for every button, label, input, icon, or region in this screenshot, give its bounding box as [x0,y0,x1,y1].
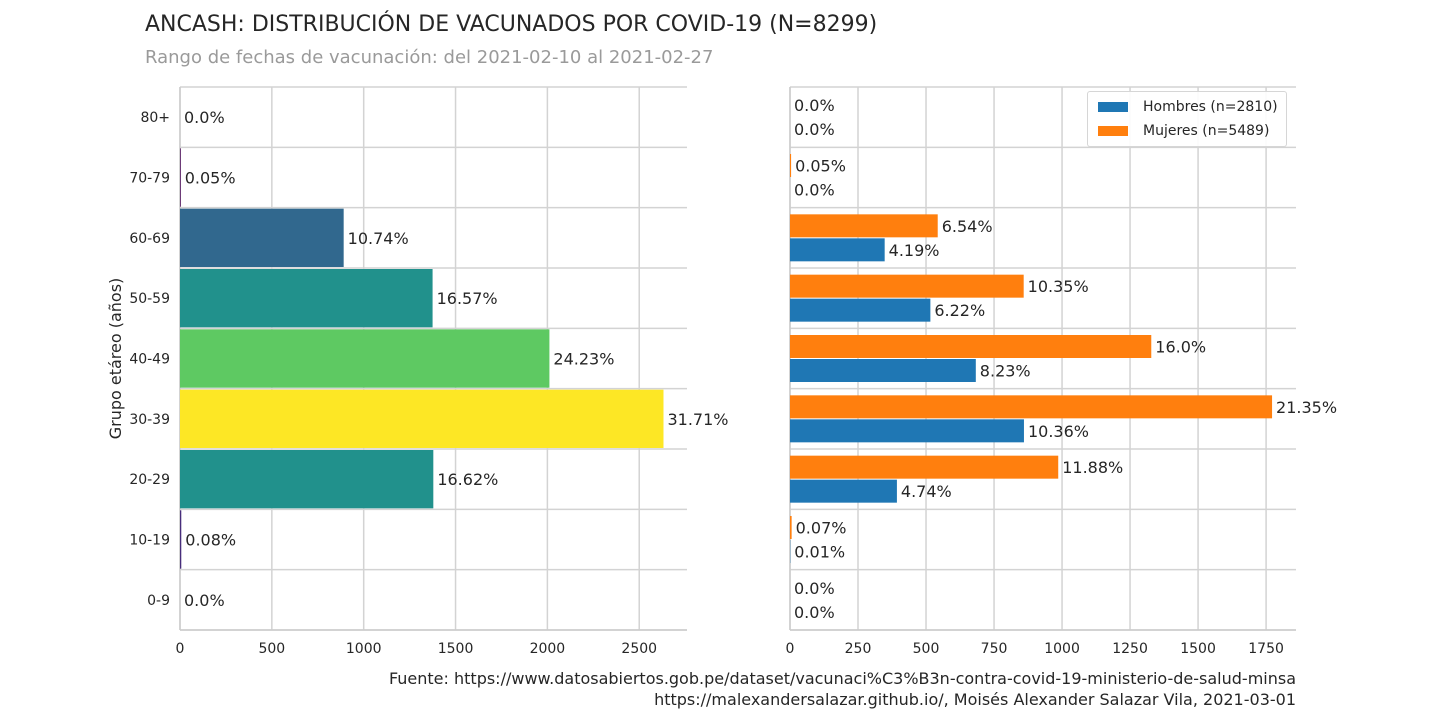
bar-hombres [790,419,1024,443]
bar-mujeres [790,455,1059,479]
x-tick-label: 1000 [1044,641,1080,657]
data-label-mujeres: 0.05% [795,157,846,176]
y-tick-label: 40-49 [129,352,170,368]
data-label-total: 10.74% [348,229,409,248]
data-label-total: 0.0% [184,591,225,610]
x-tick-label: 500 [258,641,285,657]
bar-hombres [790,479,897,503]
data-label-mujeres: 21.35% [1276,398,1337,417]
bar-mujeres [790,516,792,539]
data-label-hombres: 10.36% [1028,422,1089,441]
y-tick-label: 50-59 [129,291,170,307]
chart-subtitle: Rango de fechas de vacunación: del 2021-… [145,47,714,68]
data-label-total: 24.23% [553,350,614,369]
x-tick-label: 2000 [530,641,566,657]
x-tick-label: 250 [845,641,872,657]
bar-total [180,510,182,569]
x-tick-label: 1750 [1248,641,1284,657]
x-tick-label: 1500 [438,641,474,657]
data-label-hombres: 0.01% [794,543,845,562]
y-tick-label: 80+ [140,110,170,126]
y-axis-label: Grupo etáreo (años) [106,278,125,440]
x-tick-label: 1000 [346,641,382,657]
x-tick-label: 0 [176,641,185,657]
chart-title: ANCASH: DISTRIBUCIÓN DE VACUNADOS POR CO… [145,12,878,37]
legend-item-mujeres: Mujeres (n=5489) [1098,121,1269,141]
y-tick-label: 70-79 [129,171,170,187]
data-label-mujeres: 11.88% [1062,458,1123,477]
data-label-total: 31.71% [667,410,728,429]
bar-hombres [790,359,976,382]
x-tick-label: 1250 [1112,641,1148,657]
data-label-hombres: 4.74% [901,482,952,501]
x-tick-label: 0 [786,641,795,657]
data-label-hombres: 4.19% [889,241,940,260]
data-label-hombres: 6.22% [934,301,985,320]
legend-label-mujeres: Mujeres (n=5489) [1143,123,1270,139]
bar-total [180,329,550,388]
data-label-mujeres: 6.54% [942,217,993,236]
y-tick-label: 10-19 [129,533,170,549]
data-label-hombres: 0.0% [794,120,835,139]
x-tick-label: 750 [981,641,1008,657]
data-label-hombres: 0.0% [794,603,835,622]
left-panel-total: 0 500 1000 1500 2000 2500 0-9 0.0% 10-19 0.08% 20-… [106,86,729,657]
bar-hombres [790,298,931,322]
data-label-mujeres: 10.35% [1028,277,1089,296]
author-line: https://malexandersalazar.github.io/, Mo… [654,690,1296,709]
source-line: Fuente: https://www.datosabiertos.gob.pe… [388,669,1296,688]
y-tick-label: 0-9 [147,593,170,609]
data-label-total: 0.05% [185,169,236,188]
bar-total [180,269,433,328]
x-tick-label: 500 [913,641,940,657]
data-label-mujeres: 0.0% [794,96,835,115]
bar-mujeres [790,214,938,238]
y-tick-label: 20-29 [129,472,170,488]
legend: Hombres (n=2810) Mujeres (n=5489) [1087,91,1287,147]
legend-swatch-mujeres [1098,126,1128,136]
x-tick-label: 1500 [1180,641,1216,657]
bar-total [180,148,181,207]
data-label-total: 0.0% [184,108,225,127]
data-label-mujeres: 0.0% [794,579,835,598]
legend-label-hombres: Hombres (n=2810) [1143,99,1278,115]
legend-item-hombres: Hombres (n=2810) [1098,97,1278,117]
bar-total [180,208,344,267]
right-panel-by-sex: 0 250 500 750 1000 1250 1500 1750 0.0% 0.0% 0.07% 0… [786,86,1337,657]
data-label-mujeres: 0.07% [796,519,847,538]
bar-mujeres [790,395,1273,419]
data-label-hombres: 8.23% [980,362,1031,381]
y-tick-label: 30-39 [129,412,170,428]
y-tick-label: 60-69 [129,231,170,247]
source-footer: Fuente: https://www.datosabiertos.gob.pe… [389,668,1296,710]
legend-swatch-hombres [1098,102,1128,112]
data-label-total: 0.08% [185,531,236,550]
bar-mujeres [790,154,792,177]
bar-total [180,450,434,509]
bar-total [180,389,664,448]
data-label-total: 16.62% [437,470,498,489]
data-label-hombres: 0.0% [794,181,835,200]
bar-mujeres [790,335,1152,358]
data-label-mujeres: 16.0% [1155,338,1206,357]
bar-hombres [790,238,885,262]
data-label-total: 16.57% [437,289,498,308]
bar-mujeres [790,274,1024,298]
x-tick-label: 2500 [621,641,657,657]
